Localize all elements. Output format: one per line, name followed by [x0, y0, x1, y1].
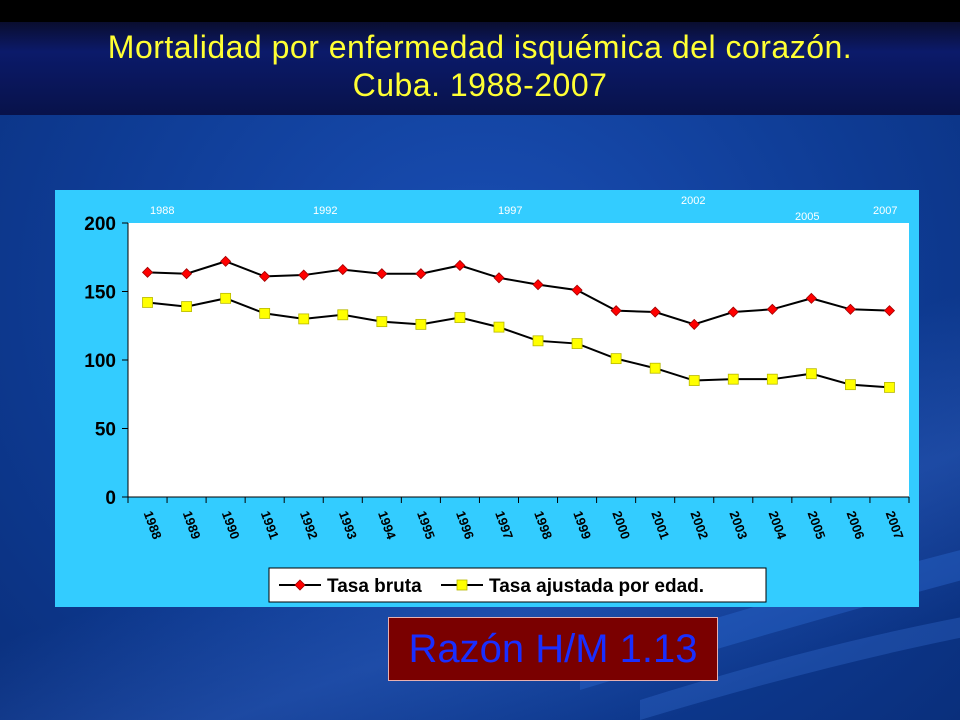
- data-point-tasa-ajustada: [532, 335, 544, 347]
- data-point-tasa-bruta: [181, 268, 193, 280]
- line-chart: 0 50 100 150 200 1988 1989 1990 1991 1992 1993 1994…: [84, 195, 910, 603]
- x-tick-label: 1992: [297, 509, 321, 541]
- data-point-tasa-ajustada: [571, 338, 583, 349]
- data-point-tasa-bruta: [298, 269, 310, 281]
- x-tick-label: 1991: [258, 509, 282, 541]
- y-tick-label: 0: [105, 488, 116, 509]
- x-tick-label: 2006: [844, 509, 868, 541]
- data-point-tasa-bruta: [532, 279, 544, 291]
- data-point-tasa-bruta: [493, 272, 505, 284]
- data-point-tasa-ajustada: [259, 308, 271, 319]
- x-tick-label: 2003: [726, 509, 750, 541]
- data-point-tasa-bruta: [415, 268, 427, 280]
- data-point-tasa-bruta: [844, 303, 856, 315]
- x-tick-label: 2007: [883, 509, 907, 541]
- x-tick-label: 1999: [570, 509, 594, 541]
- legend-item-tasa-bruta-label: Tasa bruta: [327, 576, 422, 597]
- y-tick-label: 200: [84, 214, 116, 235]
- series-line-tasa-ajustada: [147, 297, 890, 389]
- legend-item-tasa-bruta-marker: [294, 579, 306, 591]
- y-tick-label: 150: [84, 283, 116, 304]
- data-point-tasa-ajustada: [415, 318, 427, 330]
- series-line-tasa-bruta: [147, 260, 890, 326]
- x-tick-label: 1993: [336, 509, 360, 541]
- legend-box: [268, 567, 767, 603]
- data-point-tasa-ajustada: [688, 375, 700, 386]
- slide-title-line1: Mortalidad por enfermedad isquémica del …: [107, 29, 853, 65]
- data-point-tasa-bruta: [376, 268, 388, 280]
- slide-title-line2: Cuba. 1988-2007: [352, 67, 608, 103]
- x-tick-label: 2001: [648, 509, 672, 541]
- data-point-tasa-bruta: [454, 259, 466, 272]
- ratio-box: Razón H/M 1.13: [388, 617, 718, 681]
- title-bar: Mortalidad por enfermedad isquémica del …: [0, 0, 960, 115]
- x-tick-label: 1996: [453, 509, 477, 541]
- data-point-tasa-ajustada: [805, 368, 817, 380]
- data-point-tasa-ajustada: [884, 381, 895, 393]
- data-point-tasa-bruta: [727, 306, 739, 318]
- y-tick-label: 50: [95, 420, 116, 441]
- y-tick-label: 100: [84, 351, 116, 372]
- data-point-tasa-ajustada: [220, 292, 232, 304]
- x-tick-label: 1995: [414, 509, 438, 541]
- x-tick-label: 1990: [219, 509, 243, 541]
- data-point-tasa-ajustada: [142, 297, 153, 308]
- data-point-tasa-ajustada: [376, 316, 388, 328]
- legend-item-tasa-ajustada-label: Tasa ajustada por edad.: [489, 576, 704, 597]
- data-point-tasa-ajustada: [454, 312, 466, 323]
- data-point-tasa-ajustada: [181, 301, 192, 312]
- data-point-tasa-ajustada: [493, 321, 505, 333]
- legend-item-tasa-ajustada-marker: [456, 579, 468, 591]
- data-point-tasa-ajustada: [337, 309, 349, 321]
- x-tick-label: 1994: [375, 509, 399, 542]
- x-tick-label: 1988: [141, 509, 165, 541]
- data-point-tasa-bruta: [805, 292, 817, 304]
- data-point-tasa-bruta: [141, 266, 154, 278]
- data-point-tasa-bruta: [610, 305, 622, 317]
- data-point-tasa-bruta: [220, 255, 232, 267]
- x-tick-label: 1989: [180, 509, 204, 541]
- year-annotation: 2005: [795, 211, 819, 223]
- slide-title: Mortalidad por enfermedad isquémica del …: [0, 28, 960, 104]
- year-annotation: 1992: [313, 205, 337, 217]
- x-tick-label: 2004: [766, 509, 790, 542]
- data-point-tasa-bruta: [337, 264, 349, 276]
- x-tick-label: 1997: [492, 509, 516, 541]
- data-point-tasa-bruta: [688, 318, 700, 330]
- data-point-tasa-bruta: [259, 270, 271, 282]
- year-annotation: 2007: [873, 205, 897, 217]
- data-point-tasa-bruta: [649, 306, 661, 318]
- data-point-tasa-ajustada: [727, 373, 739, 385]
- data-point-tasa-ajustada: [649, 362, 661, 374]
- plot-area: [128, 223, 909, 497]
- data-point-tasa-bruta: [883, 305, 896, 317]
- data-point-tasa-bruta: [571, 284, 583, 296]
- x-tick-label: 2005: [805, 509, 829, 541]
- year-annotation: 1997: [498, 205, 522, 217]
- data-point-tasa-ajustada: [610, 353, 622, 365]
- year-annotation: 1988: [150, 205, 174, 217]
- data-point-tasa-ajustada: [845, 379, 856, 391]
- chart-panel: 0 50 100 150 200 1988 1989 1990 1991 1992 1993 1994…: [55, 190, 919, 607]
- x-tick-label: 1998: [531, 509, 555, 541]
- x-tick-label: 2000: [609, 509, 633, 541]
- data-point-tasa-ajustada: [298, 313, 310, 325]
- year-annotation: 2002: [681, 195, 705, 207]
- data-point-tasa-bruta: [766, 303, 778, 315]
- x-tick-label: 2002: [687, 509, 711, 541]
- data-point-tasa-ajustada: [766, 373, 778, 385]
